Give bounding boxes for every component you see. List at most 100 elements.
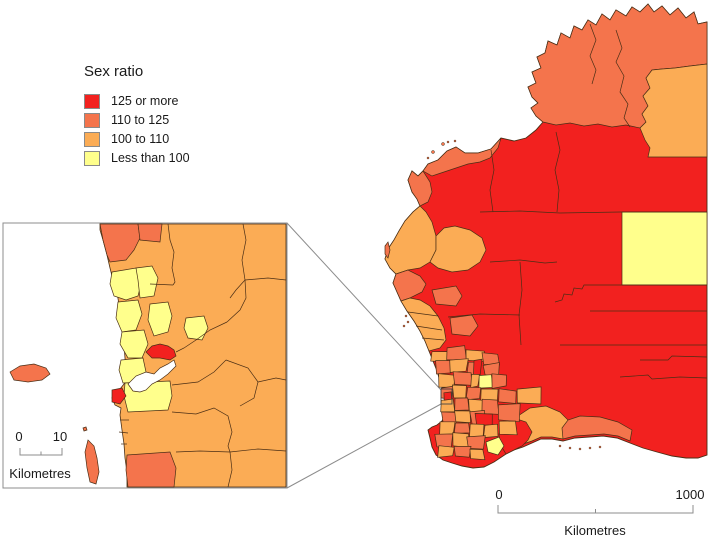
map-region-geraldton-strip (400, 297, 447, 352)
map-region-cell (443, 391, 452, 401)
map-region-cell (437, 445, 455, 458)
region-border (407, 311, 439, 317)
island (406, 320, 410, 324)
map-region-cell (491, 373, 507, 389)
inset-region-fremantle-red (111, 387, 127, 405)
map-region-cell (482, 423, 499, 438)
main-map-western-australia (384, 3, 708, 469)
region-border (421, 337, 445, 341)
main-scalebar-unit-label: Kilometres (564, 523, 626, 538)
island (598, 445, 602, 449)
inset-region-swan-river (127, 359, 177, 393)
map-region-cell (446, 345, 467, 361)
map-region-cell (453, 422, 471, 434)
map-region-cell (478, 374, 494, 389)
map-region-cell (516, 386, 542, 405)
map-region-gascoyne (429, 225, 487, 273)
inset-region-border (171, 407, 233, 453)
map-region-cell (454, 397, 470, 411)
island (402, 324, 406, 328)
island (558, 444, 562, 448)
region-border (589, 23, 597, 85)
inset-region-yellow-e (115, 299, 143, 333)
region-border (619, 374, 708, 380)
map-region-east-yellow-block (621, 211, 708, 286)
map-region-cell (470, 373, 481, 389)
map-region-cell (498, 420, 518, 436)
inset-region-perth-red (145, 343, 177, 361)
map-region-cell (465, 386, 482, 401)
inset-connector-lines (286, 222, 442, 489)
map-region-cell (497, 403, 521, 423)
map-region-cell (434, 433, 454, 448)
inset-region-border (226, 279, 247, 323)
map-region-cell (498, 388, 517, 404)
inset-rottnest-island (9, 363, 51, 383)
inset-region-n-orange (137, 223, 163, 243)
region-border (489, 259, 558, 264)
inset-connector-line (286, 222, 442, 391)
legend-label: Less than 100 (111, 150, 190, 165)
inset-scalebar-end-label: 10 (53, 429, 67, 444)
island (578, 447, 582, 451)
inset-region-border (167, 223, 176, 286)
island (441, 142, 445, 146)
region-border (640, 355, 708, 361)
legend-row: 100 to 110 (84, 130, 190, 149)
map-region-exmouth (407, 170, 433, 207)
main-scalebar-end-label: 1000 (676, 487, 705, 502)
inset-region-yellow-ne (183, 315, 209, 341)
map-region-murchison-1 (431, 285, 463, 307)
island (588, 446, 592, 450)
island (453, 139, 457, 143)
legend-swatch-125-or-more (84, 93, 100, 109)
main-scalebar-start-label: 0 (495, 487, 502, 502)
legend-label: 110 to 125 (111, 112, 170, 127)
legend-label: 100 to 110 (111, 131, 170, 146)
inset-region-border (229, 223, 247, 299)
inset-indicator-box (440, 388, 453, 405)
island (568, 446, 572, 450)
map-region-northeast-block (639, 63, 708, 158)
map-region-cell (449, 358, 469, 373)
map-region-cell (452, 371, 473, 386)
map-region-south-yellow (485, 436, 505, 456)
map-region-cell (452, 384, 467, 399)
map-region-cell (440, 398, 456, 413)
map-region-shark-bay-south (392, 269, 427, 302)
inset-garden-island (84, 439, 100, 485)
map-region-south-coast-orange (561, 415, 633, 442)
map-region-cell (474, 413, 493, 426)
region-border (554, 284, 707, 303)
inset-scalebar-line (19, 448, 63, 456)
legend-row: Less than 100 (84, 149, 190, 168)
inset-region-border (175, 321, 228, 353)
legend-swatch-less-than-100 (84, 150, 100, 166)
map-region-cell (469, 448, 486, 461)
legend-swatch-110-to-125 (84, 112, 100, 128)
inset-region-border (171, 359, 227, 386)
inset-region-yellow-c (147, 301, 173, 337)
island (431, 150, 435, 154)
legend: Sex ratio 125 or more 110 to 125 100 to … (84, 63, 190, 168)
region-border (447, 313, 521, 318)
region-border (489, 149, 495, 213)
map-region-dirk-hartog (384, 241, 391, 259)
inset-carnac-island (82, 426, 88, 432)
main-scalebar: 0 1000 Kilometres (495, 487, 704, 538)
inset-region-border (227, 451, 233, 488)
map-region-murchison-2 (449, 314, 479, 337)
island (446, 140, 450, 144)
map-region-cell (435, 360, 452, 375)
inset-scalebar-unit-label: Kilometres (9, 466, 71, 481)
region-border (615, 29, 631, 128)
region-border (554, 131, 561, 213)
inset-scalebar: 0 10 Kilometres (9, 429, 71, 481)
main-scalebar-line (497, 505, 694, 514)
map-region-cell (454, 410, 471, 424)
inset-scalebar-start-label: 0 (15, 429, 22, 444)
legend-title: Sex ratio (84, 63, 144, 80)
legend-label: 125 or more (111, 93, 179, 108)
inset-region-border (244, 277, 287, 281)
